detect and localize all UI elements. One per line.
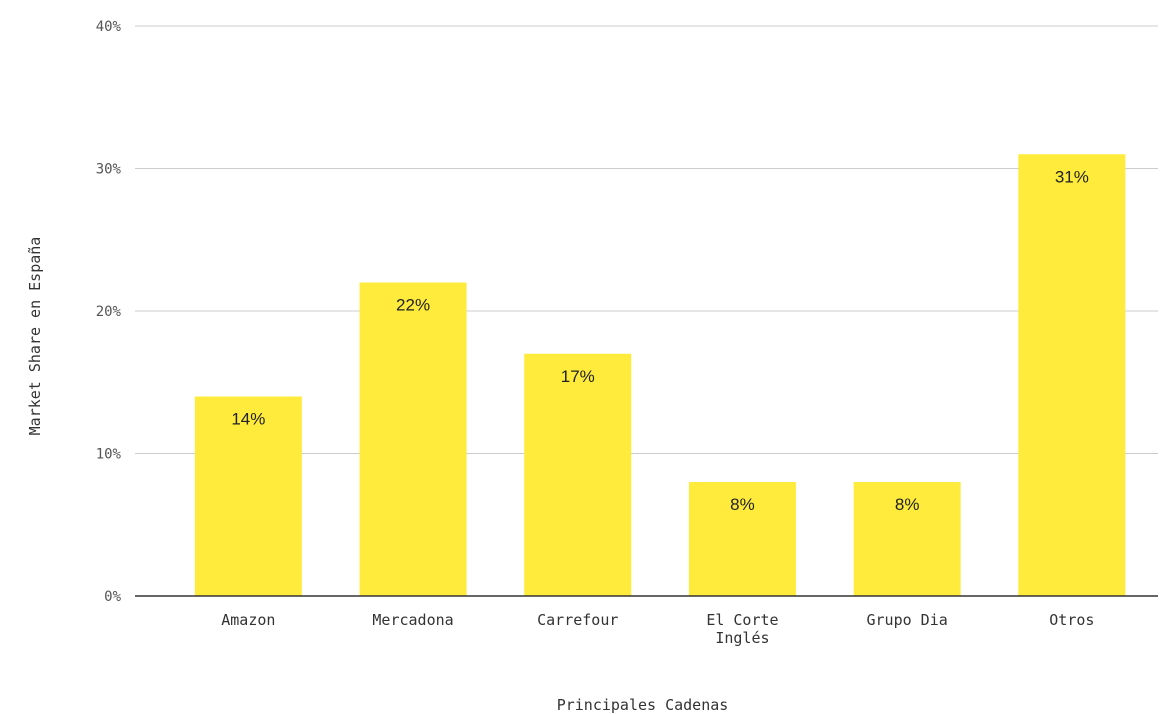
bars — [194, 154, 1126, 596]
x-tick-label: Otros — [1049, 611, 1094, 629]
y-axis-ticks: 0% 10% 20% 30% 40% — [96, 19, 122, 605]
bar — [194, 396, 302, 596]
data-label: 8% — [895, 495, 920, 514]
x-tick-label: Mercadona — [372, 611, 453, 629]
data-label: 22% — [396, 296, 430, 315]
bar — [359, 282, 467, 596]
data-label: 31% — [1055, 167, 1089, 186]
y-tick-label: 20% — [96, 304, 122, 320]
data-label: 17% — [561, 367, 595, 386]
data-label: 14% — [231, 410, 265, 429]
x-axis-category-labels: Amazon Mercadona Carrefour El Corte Inglés Gr… — [221, 611, 1094, 647]
x-tick-label: Grupo Dia — [867, 611, 948, 629]
x-tick-label: El Corte Inglés — [706, 611, 778, 647]
x-axis-title: Principales Cadenas — [557, 696, 729, 714]
bar — [853, 482, 961, 596]
y-tick-label: 10% — [96, 447, 122, 463]
bar — [524, 353, 632, 596]
y-tick-label: 0% — [104, 589, 121, 605]
x-tick-label: Carrefour — [537, 611, 618, 629]
bar — [688, 482, 796, 596]
y-axis-title: Market Share en España — [26, 237, 44, 436]
gridlines — [135, 25, 1158, 454]
bar — [1018, 154, 1126, 596]
y-tick-label: 30% — [96, 162, 122, 178]
y-tick-label: 40% — [96, 19, 122, 35]
data-label: 8% — [730, 495, 755, 514]
x-tick-label: Amazon — [221, 611, 275, 629]
data-labels: 14% 22% 17% 8% 8% 31% — [231, 167, 1089, 514]
